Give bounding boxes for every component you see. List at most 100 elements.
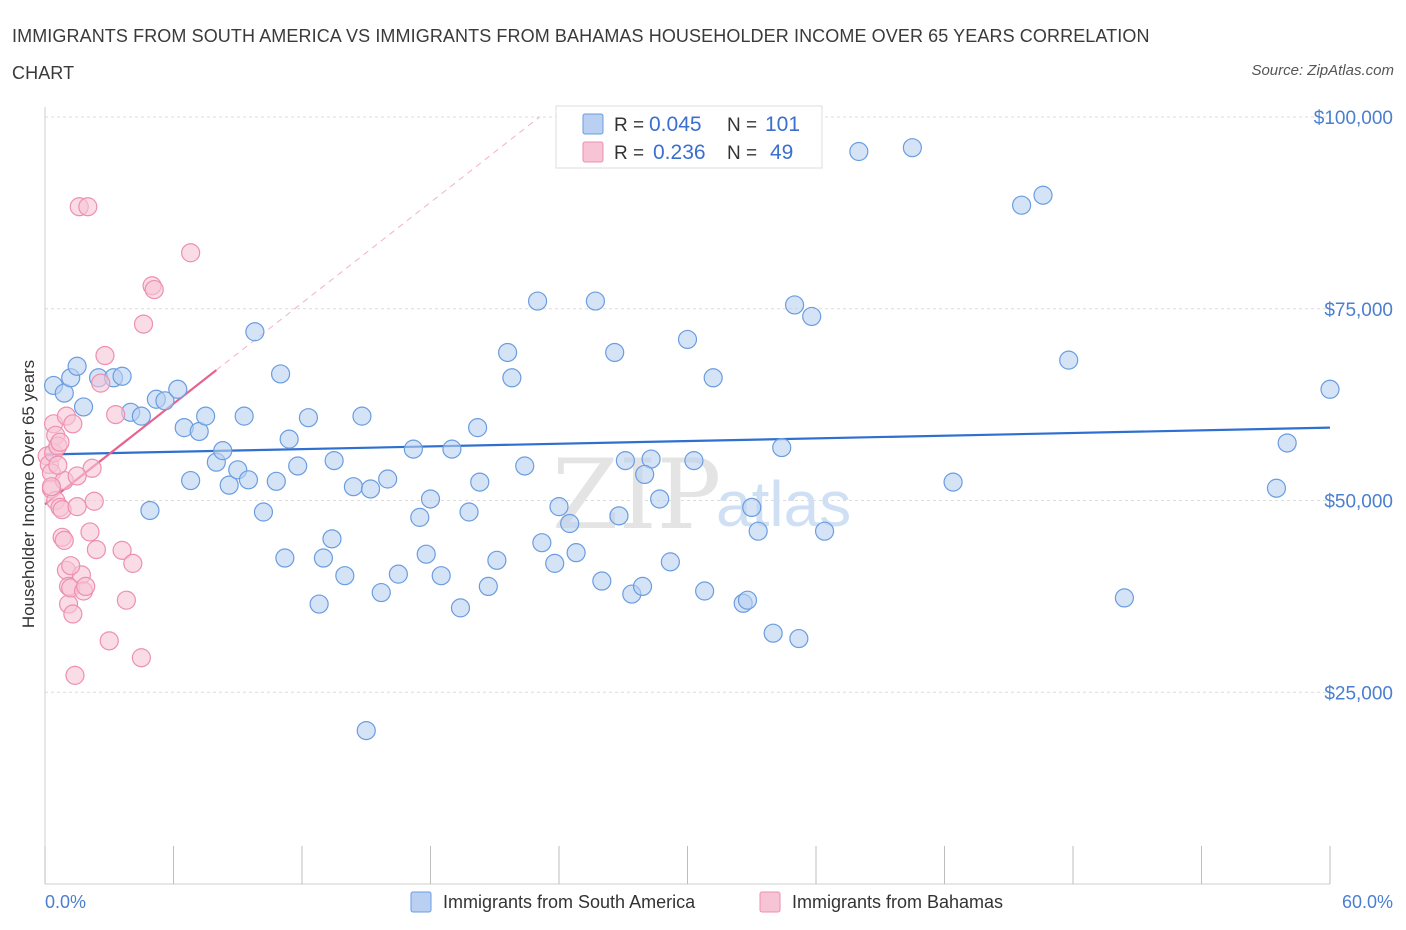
point-south-america [431,566,451,586]
point-south-america [131,406,151,426]
point-south-america [1011,195,1032,215]
point-south-america [515,456,535,476]
point-south-america [789,628,809,649]
point-south-america [168,379,188,399]
point-south-america [378,469,398,489]
point-bahamas [116,590,136,610]
point-south-america [360,479,381,499]
point-south-america [527,291,548,311]
legend-n-value-2: 49 [770,141,793,164]
point-south-america [566,543,586,563]
point-south-america [560,513,580,534]
bottom-legend-swatch-blue [410,891,432,913]
point-south-america [763,623,783,643]
point-south-america [943,472,963,492]
point-bahamas [78,197,98,217]
point-south-america [388,564,408,584]
point-south-america [470,472,490,492]
point-south-america [324,451,344,471]
point-south-america [609,506,629,526]
point-south-america [140,500,160,521]
point-bahamas [67,466,87,486]
point-south-america [650,489,670,509]
point-south-america [545,553,565,573]
point-south-america [660,552,680,572]
point-south-america [478,576,498,597]
point-bahamas [133,314,154,334]
point-south-america [695,581,715,601]
point-south-america [592,571,612,591]
point-south-america [352,406,372,426]
point-bahamas [181,243,201,263]
point-south-america [1277,433,1297,453]
point-south-america [67,356,87,376]
point-south-america [498,342,518,363]
legend-r-label-1: R = [614,115,644,136]
point-south-america [420,489,441,509]
point-bahamas [67,497,87,517]
point-bahamas [63,414,83,434]
point-south-america [1033,185,1053,205]
point-south-america [335,566,355,586]
point-bahamas [99,631,119,651]
point-south-america [532,533,552,553]
point-south-america [288,456,308,476]
point-south-america [238,470,259,490]
point-south-america [849,141,869,162]
chart-title: IMMIGRANTS FROM SOUTH AMERICA VS IMMIGRA… [12,26,1150,83]
point-south-america [450,598,471,618]
data-points [37,138,1340,741]
point-south-america [181,470,201,491]
point-south-america [1320,379,1340,399]
point-south-america [784,295,805,315]
point-south-america [605,342,625,363]
point-south-america [459,502,479,522]
point-south-america [677,329,698,350]
y-tick-label: $75,000 [1324,300,1393,321]
point-south-america [585,291,606,311]
bottom-legend: Immigrants from South America Immigrants… [410,891,1003,913]
legend-swatch-pink [582,141,604,163]
point-south-america [234,406,254,426]
point-south-america [298,408,319,428]
point-south-america [416,544,436,564]
point-south-america [266,471,286,491]
legend-n-label-1: N = [727,115,757,136]
point-south-america [635,464,655,485]
point-south-america [356,720,376,741]
point-south-america [73,397,94,417]
legend-n-value-1: 101 [765,113,800,136]
point-bahamas [95,345,115,366]
point-south-america [279,429,299,449]
bottom-legend-swatch-pink [759,891,781,913]
point-bahamas [80,522,100,542]
trend-line-south-america [44,426,1331,456]
point-south-america [112,366,132,386]
point-bahamas [106,404,126,425]
y-axis-label: Householder Income Over 65 years [19,360,38,628]
point-south-america [343,477,363,497]
point-south-america [213,441,233,461]
point-south-america [442,439,462,459]
point-south-america [632,576,653,597]
point-bahamas [144,279,164,300]
point-south-america [615,451,635,471]
point-south-america [1266,478,1287,498]
point-bahamas [48,455,68,475]
x-tick-label-max: 60.0% [1342,892,1393,912]
point-bahamas [76,576,96,597]
point-south-america [313,548,334,568]
point-south-america [270,364,291,384]
y-tick-label: $100,000 [1314,108,1393,129]
point-bahamas [65,665,85,685]
point-bahamas [41,477,62,497]
point-south-america [684,451,704,471]
legend-r-value-2: 0.236 [653,141,706,164]
bottom-legend-item-bahamas: Immigrants from Bahamas [792,892,1003,912]
point-bahamas [131,648,151,668]
point-south-america [549,497,569,517]
point-bahamas [50,432,70,452]
chart-source: Source: ZipAtlas.com [1251,62,1394,79]
point-south-america [322,529,342,549]
